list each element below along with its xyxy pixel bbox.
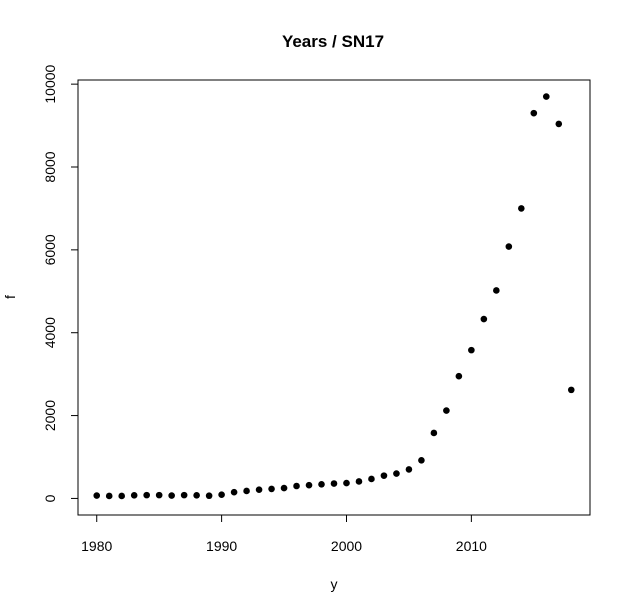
- data-point: [330, 480, 338, 487]
- x-tick-label: 1990: [206, 538, 237, 554]
- data-point: [143, 491, 150, 499]
- data-point: [293, 482, 300, 490]
- data-point: [230, 488, 238, 496]
- data-point: [505, 243, 513, 250]
- data-point: [118, 492, 126, 500]
- data-point: [105, 492, 113, 500]
- data-point: [480, 315, 488, 323]
- x-tick-label: 1980: [81, 538, 112, 554]
- data-point: [530, 109, 538, 117]
- chart-title: Years / SN17: [282, 32, 384, 51]
- x-tick-label: 2010: [456, 538, 487, 554]
- y-axis-label: f: [2, 295, 18, 299]
- data-point: [468, 346, 475, 354]
- data-point: [455, 372, 463, 380]
- y-tick-label: 4000: [42, 317, 58, 348]
- data-point: [130, 492, 138, 499]
- y-tick-label: 0: [42, 494, 58, 502]
- y-axis: 0 2000 4000 6000 8000 10000: [42, 64, 79, 502]
- data-point: [518, 205, 525, 212]
- data-point: [193, 492, 200, 499]
- data-point: [255, 486, 263, 494]
- data-point: [493, 287, 500, 294]
- data-point: [205, 492, 213, 500]
- y-tick-label: 8000: [42, 151, 58, 182]
- data-point: [268, 485, 275, 493]
- data-point: [430, 429, 438, 437]
- data-point: [393, 470, 400, 477]
- data-point: [368, 475, 375, 483]
- data-point: [418, 457, 425, 464]
- data-point: [405, 466, 413, 473]
- y-tick-label: 6000: [42, 234, 58, 265]
- y-tick-label: 10000: [42, 64, 58, 103]
- data-point: [380, 472, 388, 479]
- data-point: [93, 492, 101, 499]
- data-point: [243, 487, 250, 495]
- data-point: [567, 386, 575, 394]
- data-point: [180, 491, 188, 499]
- data-points: [93, 93, 575, 500]
- data-point: [343, 479, 350, 487]
- data-point: [305, 481, 313, 489]
- plot-frame: [77, 79, 591, 516]
- data-point: [218, 491, 225, 499]
- x-tick-label: 2000: [331, 538, 362, 554]
- data-point: [355, 478, 363, 485]
- data-point: [555, 120, 563, 128]
- y-tick-label: 2000: [42, 400, 58, 431]
- x-axis-label: y: [331, 576, 338, 592]
- data-point: [280, 484, 288, 492]
- data-point: [318, 481, 325, 488]
- x-axis: 1980 1990 2000 2010: [81, 514, 487, 554]
- data-point: [168, 492, 175, 499]
- data-point: [443, 407, 450, 414]
- data-point: [155, 491, 163, 499]
- data-point: [542, 93, 550, 100]
